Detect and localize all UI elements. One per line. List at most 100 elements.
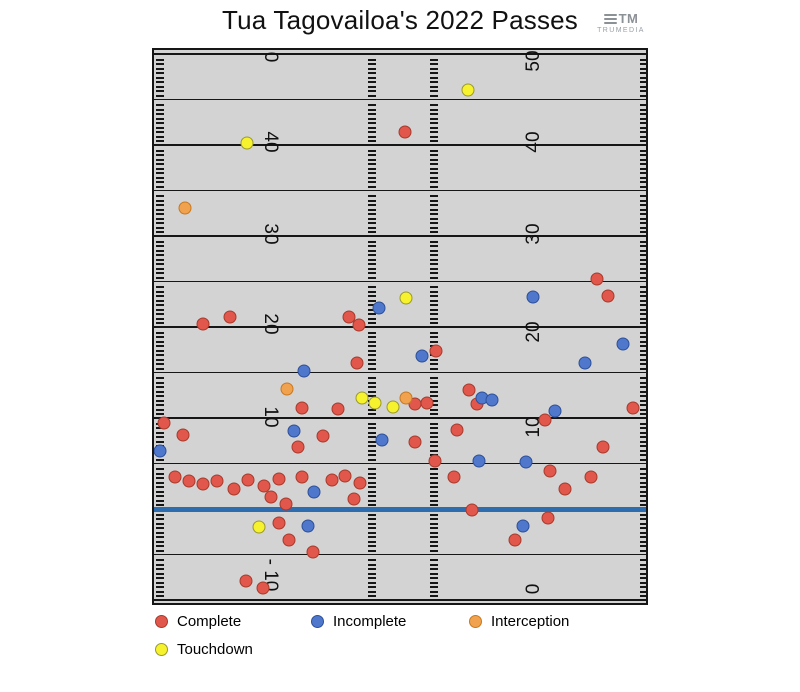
hash-mark xyxy=(640,299,646,302)
hash-mark xyxy=(156,317,164,320)
hash-mark xyxy=(640,468,646,471)
pass-dot-complete xyxy=(596,440,610,454)
hash-mark xyxy=(368,408,376,411)
hash-mark xyxy=(430,199,438,202)
hash-mark xyxy=(368,90,376,93)
hash-mark xyxy=(640,331,646,334)
hash-mark xyxy=(368,345,376,348)
hash-mark xyxy=(156,399,164,402)
hash-mark xyxy=(368,290,376,293)
hash-mark xyxy=(640,295,646,298)
hash-mark xyxy=(640,481,646,484)
hash-mark xyxy=(368,140,376,143)
legend-item-touchdown: Touchdown xyxy=(155,641,253,658)
hash-mark xyxy=(430,258,438,261)
hash-mark xyxy=(430,513,438,516)
hash-mark xyxy=(430,590,438,593)
hash-mark xyxy=(430,481,438,484)
hash-mark xyxy=(368,85,376,88)
hash-mark xyxy=(368,308,376,311)
hash-mark xyxy=(368,158,376,161)
hash-mark xyxy=(156,436,164,439)
hash-mark xyxy=(430,249,438,252)
hash-mark xyxy=(640,490,646,493)
yard-line xyxy=(154,144,646,146)
hash-mark xyxy=(156,345,164,348)
hash-mark xyxy=(156,563,164,566)
hash-mark xyxy=(156,381,164,384)
hash-mark xyxy=(368,181,376,184)
hash-mark xyxy=(640,386,646,389)
hash-mark xyxy=(156,94,164,97)
hash-mark xyxy=(156,336,164,339)
hash-mark xyxy=(156,331,164,334)
hash-mark xyxy=(368,313,376,316)
hash-mark xyxy=(368,72,376,75)
hash-mark xyxy=(368,436,376,439)
hash-mark xyxy=(156,172,164,175)
hash-mark xyxy=(640,117,646,120)
hash-mark xyxy=(368,472,376,475)
hash-mark xyxy=(156,477,164,480)
hash-mark xyxy=(156,527,164,530)
hash-mark xyxy=(156,440,164,443)
hash-mark xyxy=(368,204,376,207)
hash-mark xyxy=(156,363,164,366)
hash-mark xyxy=(430,531,438,534)
hash-mark xyxy=(430,440,438,443)
yard-number-right: 30 xyxy=(523,223,544,245)
pass-dot-interception xyxy=(178,201,192,215)
hash-mark xyxy=(430,490,438,493)
hash-mark xyxy=(156,286,164,289)
hash-mark xyxy=(640,140,646,143)
hash-mark xyxy=(156,322,164,325)
hash-mark xyxy=(640,276,646,279)
hash-mark xyxy=(368,468,376,471)
hash-mark xyxy=(368,67,376,70)
hash-mark xyxy=(368,172,376,175)
hash-mark xyxy=(430,518,438,521)
hash-mark xyxy=(430,185,438,188)
hash-mark xyxy=(430,149,438,152)
yard-line xyxy=(154,462,646,465)
hash-mark xyxy=(368,254,376,257)
hash-mark xyxy=(156,76,164,79)
hash-mark xyxy=(640,308,646,311)
hash-mark xyxy=(156,472,164,475)
hash-mark xyxy=(368,195,376,198)
legend-label-touchdown: Touchdown xyxy=(177,641,253,658)
hash-mark xyxy=(640,240,646,243)
hash-mark xyxy=(156,72,164,75)
yard-number-right: 20 xyxy=(523,320,544,343)
pass-dot-complete xyxy=(282,533,296,547)
hash-mark xyxy=(368,440,376,443)
hash-mark xyxy=(430,154,438,157)
hash-mark xyxy=(640,477,646,480)
hash-mark xyxy=(430,176,438,179)
pass-dot-incomplete xyxy=(307,485,321,499)
hash-mark xyxy=(640,413,646,416)
hash-mark xyxy=(640,336,646,339)
hash-mark xyxy=(430,486,438,489)
hash-mark xyxy=(430,272,438,275)
pass-dot-complete xyxy=(429,344,443,358)
hash-mark xyxy=(430,363,438,366)
hash-mark xyxy=(368,245,376,248)
hash-mark xyxy=(640,263,646,266)
hash-mark xyxy=(640,586,646,589)
hash-mark xyxy=(368,340,376,343)
legend-dot-interception xyxy=(469,615,482,628)
hash-mark xyxy=(640,440,646,443)
pass-dot-complete xyxy=(316,429,330,443)
hash-mark xyxy=(640,536,646,539)
legend-dot-incomplete xyxy=(311,615,324,628)
pass-dot-complete xyxy=(543,464,557,478)
hash-mark xyxy=(640,367,646,370)
hash-mark xyxy=(430,422,438,425)
hash-mark xyxy=(368,431,376,434)
hash-mark xyxy=(368,104,376,107)
hash-mark xyxy=(156,58,164,61)
hash-mark xyxy=(156,176,164,179)
legend-item-interception: Interception xyxy=(469,613,569,630)
hash-mark xyxy=(640,245,646,248)
